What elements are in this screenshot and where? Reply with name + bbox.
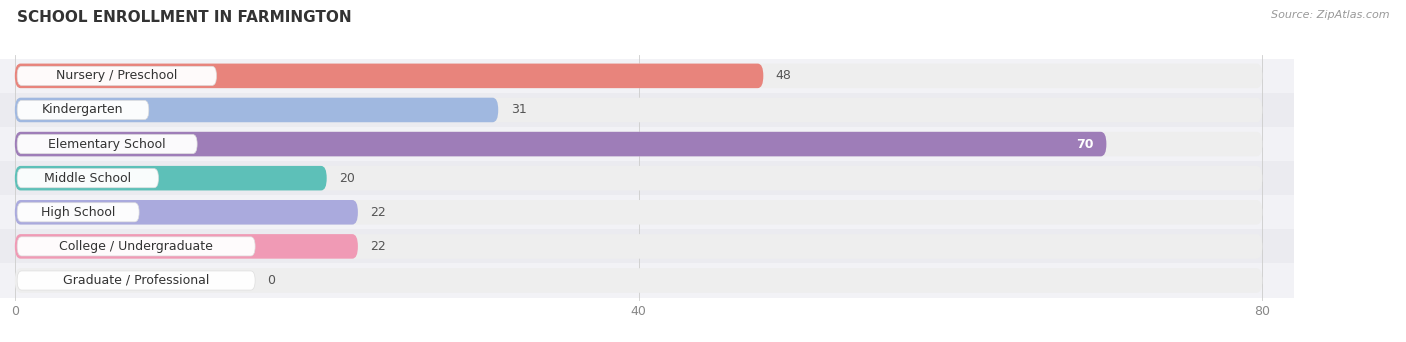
Text: College / Undergraduate: College / Undergraduate (59, 240, 214, 253)
Text: Nursery / Preschool: Nursery / Preschool (56, 69, 177, 82)
FancyBboxPatch shape (15, 166, 1263, 190)
FancyBboxPatch shape (15, 268, 1263, 293)
Text: Elementary School: Elementary School (48, 137, 166, 150)
FancyBboxPatch shape (17, 271, 254, 290)
FancyBboxPatch shape (15, 200, 359, 225)
Text: 22: 22 (370, 240, 387, 253)
FancyBboxPatch shape (15, 200, 1263, 225)
FancyBboxPatch shape (17, 101, 149, 119)
FancyBboxPatch shape (17, 66, 217, 86)
Text: Kindergarten: Kindergarten (42, 104, 124, 117)
FancyBboxPatch shape (15, 132, 1263, 156)
FancyBboxPatch shape (17, 203, 139, 222)
Text: 48: 48 (776, 69, 792, 82)
Text: 20: 20 (339, 172, 356, 185)
Text: 70: 70 (1077, 137, 1094, 150)
Text: 31: 31 (510, 104, 526, 117)
Text: Middle School: Middle School (44, 172, 131, 185)
Text: 22: 22 (370, 206, 387, 219)
Text: Graduate / Professional: Graduate / Professional (63, 274, 209, 287)
FancyBboxPatch shape (15, 166, 326, 190)
FancyBboxPatch shape (15, 132, 1107, 156)
FancyBboxPatch shape (0, 195, 1294, 229)
FancyBboxPatch shape (0, 127, 1294, 161)
Text: 0: 0 (267, 274, 276, 287)
FancyBboxPatch shape (15, 234, 359, 259)
Text: Source: ZipAtlas.com: Source: ZipAtlas.com (1271, 10, 1389, 20)
Text: SCHOOL ENROLLMENT IN FARMINGTON: SCHOOL ENROLLMENT IN FARMINGTON (17, 10, 352, 25)
FancyBboxPatch shape (15, 234, 1263, 259)
FancyBboxPatch shape (15, 98, 498, 122)
FancyBboxPatch shape (17, 237, 254, 256)
FancyBboxPatch shape (17, 169, 159, 188)
FancyBboxPatch shape (15, 64, 763, 88)
FancyBboxPatch shape (0, 229, 1294, 263)
FancyBboxPatch shape (0, 161, 1294, 195)
FancyBboxPatch shape (0, 59, 1294, 93)
FancyBboxPatch shape (0, 93, 1294, 127)
FancyBboxPatch shape (15, 64, 1263, 88)
FancyBboxPatch shape (15, 98, 1263, 122)
FancyBboxPatch shape (0, 263, 1294, 298)
Text: High School: High School (41, 206, 115, 219)
FancyBboxPatch shape (17, 134, 197, 154)
